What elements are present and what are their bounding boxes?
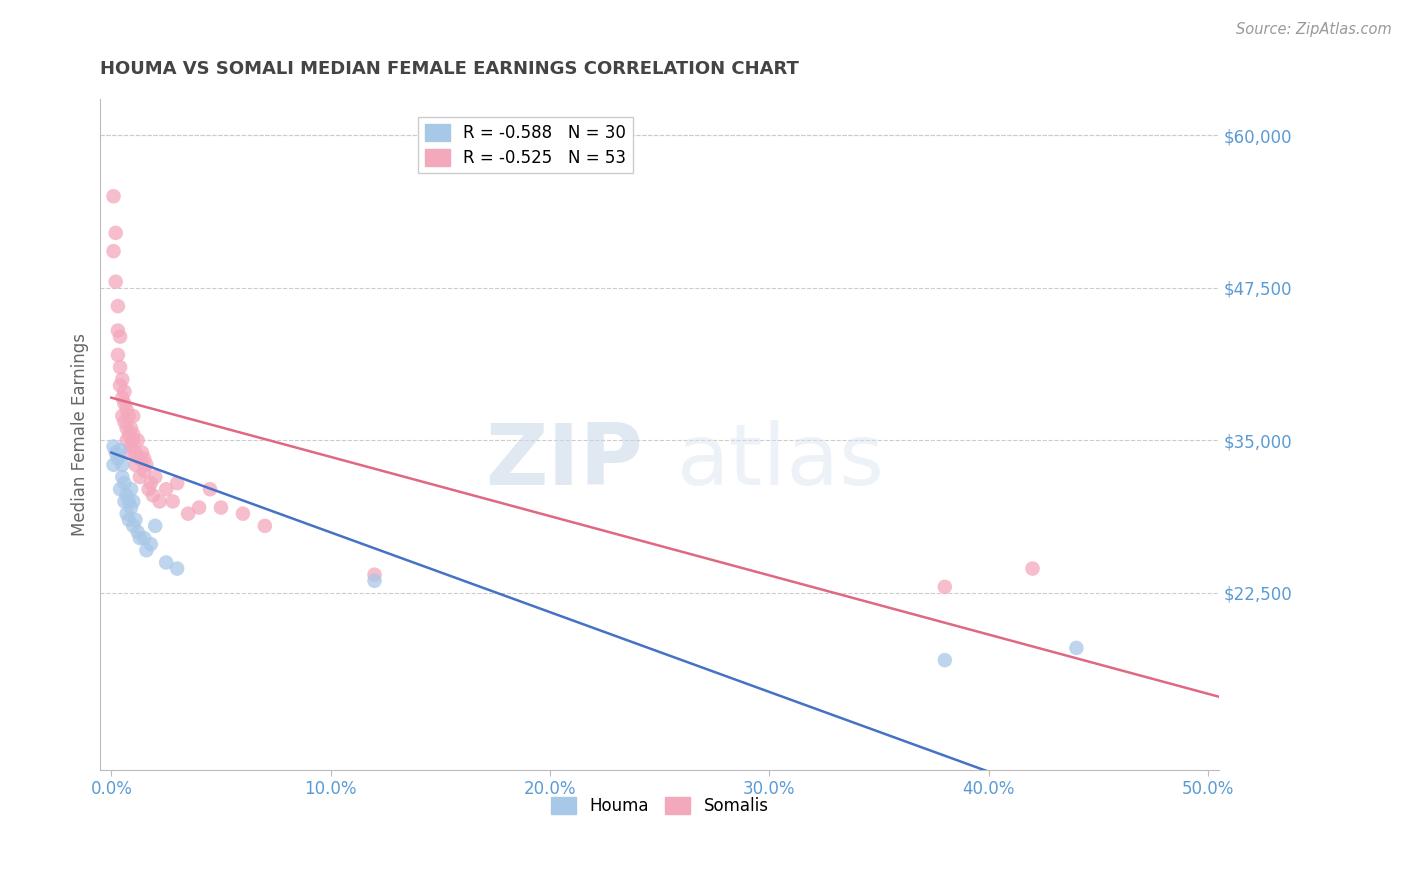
Point — [122, 409, 145, 423]
Point — [107, 324, 129, 338]
Point — [122, 494, 145, 508]
Point — [118, 427, 141, 442]
Point — [122, 434, 145, 448]
Point — [111, 372, 134, 386]
Point — [115, 434, 138, 448]
Point — [124, 445, 146, 459]
Point — [111, 470, 134, 484]
Point — [115, 421, 138, 435]
Point — [188, 500, 211, 515]
Point — [128, 470, 150, 484]
Y-axis label: Median Female Earnings: Median Female Earnings — [72, 333, 89, 536]
Point — [118, 409, 141, 423]
Point — [232, 507, 254, 521]
Point — [162, 494, 184, 508]
Point — [114, 476, 136, 491]
Point — [198, 482, 221, 496]
Point — [139, 476, 162, 491]
Point — [363, 574, 385, 588]
Point — [111, 391, 134, 405]
Point — [148, 494, 170, 508]
Point — [115, 507, 138, 521]
Point — [114, 384, 136, 399]
Point — [120, 482, 142, 496]
Point — [108, 329, 131, 343]
Point — [118, 445, 141, 459]
Point — [138, 482, 160, 496]
Point — [128, 531, 150, 545]
Point — [209, 500, 232, 515]
Point — [142, 488, 165, 502]
Point — [139, 537, 162, 551]
Point — [135, 543, 157, 558]
Point — [120, 440, 142, 454]
Point — [114, 415, 136, 429]
Point — [166, 561, 188, 575]
Point — [1066, 640, 1088, 655]
Point — [107, 451, 129, 466]
Point — [363, 567, 385, 582]
Point — [118, 513, 141, 527]
Point — [120, 421, 142, 435]
Point — [103, 458, 125, 472]
Point — [934, 580, 956, 594]
Legend: Houma, Somalis: Houma, Somalis — [544, 790, 775, 822]
Point — [934, 653, 956, 667]
Point — [108, 482, 131, 496]
Point — [143, 519, 166, 533]
Point — [111, 409, 134, 423]
Point — [118, 494, 141, 508]
Point — [253, 519, 276, 533]
Point — [108, 360, 131, 375]
Point — [104, 226, 127, 240]
Point — [111, 458, 134, 472]
Text: HOUMA VS SOMALI MEDIAN FEMALE EARNINGS CORRELATION CHART: HOUMA VS SOMALI MEDIAN FEMALE EARNINGS C… — [100, 60, 799, 78]
Point — [128, 451, 150, 466]
Point — [124, 513, 146, 527]
Point — [127, 434, 149, 448]
Point — [122, 427, 145, 442]
Text: Source: ZipAtlas.com: Source: ZipAtlas.com — [1236, 22, 1392, 37]
Point — [108, 378, 131, 392]
Point — [114, 397, 136, 411]
Point — [114, 494, 136, 508]
Point — [124, 458, 146, 472]
Point — [103, 244, 125, 259]
Point — [135, 458, 157, 472]
Point — [107, 348, 129, 362]
Point — [104, 445, 127, 459]
Point — [1021, 561, 1043, 575]
Point — [115, 488, 138, 502]
Point — [143, 470, 166, 484]
Point — [131, 445, 153, 459]
Point — [166, 476, 188, 491]
Point — [155, 556, 177, 570]
Point — [103, 189, 125, 203]
Point — [177, 507, 200, 521]
Text: ZIP: ZIP — [485, 419, 643, 503]
Point — [134, 451, 156, 466]
Point — [134, 464, 156, 478]
Point — [104, 275, 127, 289]
Point — [108, 443, 131, 458]
Point — [155, 482, 177, 496]
Text: atlas: atlas — [676, 419, 884, 503]
Point — [127, 524, 149, 539]
Point — [115, 403, 138, 417]
Point — [107, 299, 129, 313]
Point — [103, 440, 125, 454]
Point — [134, 531, 156, 545]
Point — [120, 500, 142, 515]
Point — [122, 519, 145, 533]
